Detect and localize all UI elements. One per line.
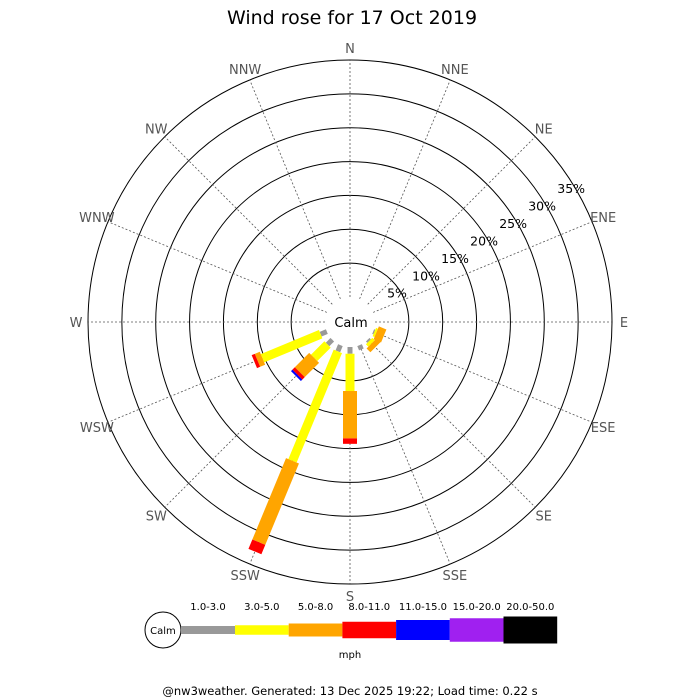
direction-label-W: W: [70, 316, 83, 331]
spoke-NE: [367, 136, 536, 305]
direction-label-SE: SE: [536, 510, 552, 525]
legend-swatch-20.0-50.0: [503, 616, 558, 644]
percent-label-25: 25%: [499, 216, 527, 231]
legend-units: mph: [339, 650, 361, 661]
spoke-ESE: [372, 331, 593, 423]
legend-label-5.0-8.0: 5.0-8.0: [298, 602, 333, 613]
bar-SSW-5.0-8.0: [252, 458, 299, 545]
ring-20: [189, 161, 511, 483]
direction-label-NNW: NNW: [229, 63, 261, 78]
bar-SE-5.0-8.0: [366, 338, 381, 353]
legend-swatch-3.0-5.0: [235, 625, 289, 635]
direction-label-NE: NE: [535, 122, 553, 137]
bar-SW-11.0-15.0: [290, 369, 303, 382]
legend-label-11.0-15.0: 11.0-15.0: [399, 602, 447, 613]
spoke-NNW: [249, 79, 341, 300]
percent-label-15: 15%: [441, 251, 469, 266]
percent-label-30: 30%: [528, 199, 556, 214]
spoke-ENE: [372, 221, 593, 313]
bar-SSW-3.0-5.0: [288, 349, 342, 463]
bar-SW-3.0-5.0: [310, 341, 331, 362]
direction-labels: N NNE NE ENE E ESE SE SSE S SSW SW WSW W WNW NW NNW: [70, 42, 629, 605]
bar-ESE-3.0-5.0: [372, 327, 378, 338]
spoke-NNE: [359, 79, 451, 300]
percent-label-35: 35%: [557, 181, 585, 196]
bar-SSW-8.0-11.0: [248, 539, 266, 555]
percent-label-20: 20%: [470, 233, 498, 248]
legend-label-15.0-20.0: 15.0-20.0: [453, 602, 501, 613]
percent-label-10: 10%: [412, 268, 440, 283]
spoke-SE: [367, 339, 536, 508]
bar-ESE-5.0-8.0: [373, 326, 387, 343]
speed-legend: Calm 1.0-3.0 3.0-5.0 5.0-8.0 8.0-11.0 11.0-1…: [144, 602, 558, 661]
legend-swatch-11.0-15.0: [396, 620, 450, 640]
direction-label-SSE: SSE: [442, 569, 467, 584]
spoke-NW: [164, 136, 333, 305]
wind-bars: [248, 326, 387, 555]
bar-SE-1.0-3.0: [365, 337, 371, 343]
direction-label-WNW: WNW: [79, 211, 115, 226]
legend-swatch-1.0-3.0: [181, 626, 235, 634]
legend-calm-label: Calm: [150, 626, 176, 637]
ring-30: [121, 93, 579, 551]
direction-label-N: N: [345, 42, 355, 57]
direction-label-E: E: [620, 316, 628, 331]
spoke-SSE: [359, 344, 451, 565]
bar-ESE-1.0-3.0: [372, 329, 376, 335]
bar-SW-5.0-8.0: [294, 352, 320, 378]
legend-label-1.0-3.0: 1.0-3.0: [190, 602, 225, 613]
direction-label-SSW: SSW: [230, 569, 260, 584]
calm-circle: Calm: [325, 297, 375, 347]
bar-WSW-1.0-3.0: [319, 329, 328, 337]
bar-WSW-5.0-8.0: [254, 351, 266, 367]
legend-swatch-8.0-11.0: [342, 621, 397, 639]
percent-labels: 5% 10%15%20%25%30%35%: [387, 181, 585, 301]
direction-label-SW: SW: [146, 510, 167, 525]
bar-SW-1.0-3.0: [325, 337, 335, 347]
calm-label: Calm: [334, 316, 367, 331]
legend-swatch-15.0-20.0: [449, 618, 504, 642]
legend-label-8.0-11.0: 8.0-11.0: [348, 602, 390, 613]
direction-label-NW: NW: [145, 122, 168, 137]
direction-label-NNE: NNE: [441, 63, 469, 78]
bar-SW-8.0-11.0: [292, 367, 305, 380]
legend-label-20.0-50.0: 20.0-50.0: [506, 602, 554, 613]
direction-label-ESE: ESE: [591, 421, 616, 436]
direction-label-S: S: [346, 590, 354, 605]
legend-label-3.0-5.0: 3.0-5.0: [244, 602, 279, 613]
spoke-SW: [164, 339, 333, 508]
bar-SE-3.0-5.0: [365, 337, 375, 347]
direction-label-WSW: WSW: [80, 421, 114, 436]
bar-SSW-1.0-3.0: [335, 344, 343, 353]
bar-WSW-8.0-11.0: [251, 353, 261, 369]
direction-label-ENE: ENE: [590, 211, 616, 226]
bar-WSW-3.0-5.0: [260, 330, 323, 363]
spoke-WSW: [107, 331, 328, 423]
footer-text: @nw3weather. Generated: 13 Dec 2025 19:2…: [162, 684, 537, 698]
bar-SSE-1.0-3.0: [357, 344, 364, 351]
percent-label-5: 5%: [387, 286, 407, 301]
legend-swatch-5.0-8.0: [288, 623, 343, 637]
spoke-WNW: [107, 221, 328, 313]
chart-title: Wind rose for 17 Oct 2019: [227, 7, 477, 29]
